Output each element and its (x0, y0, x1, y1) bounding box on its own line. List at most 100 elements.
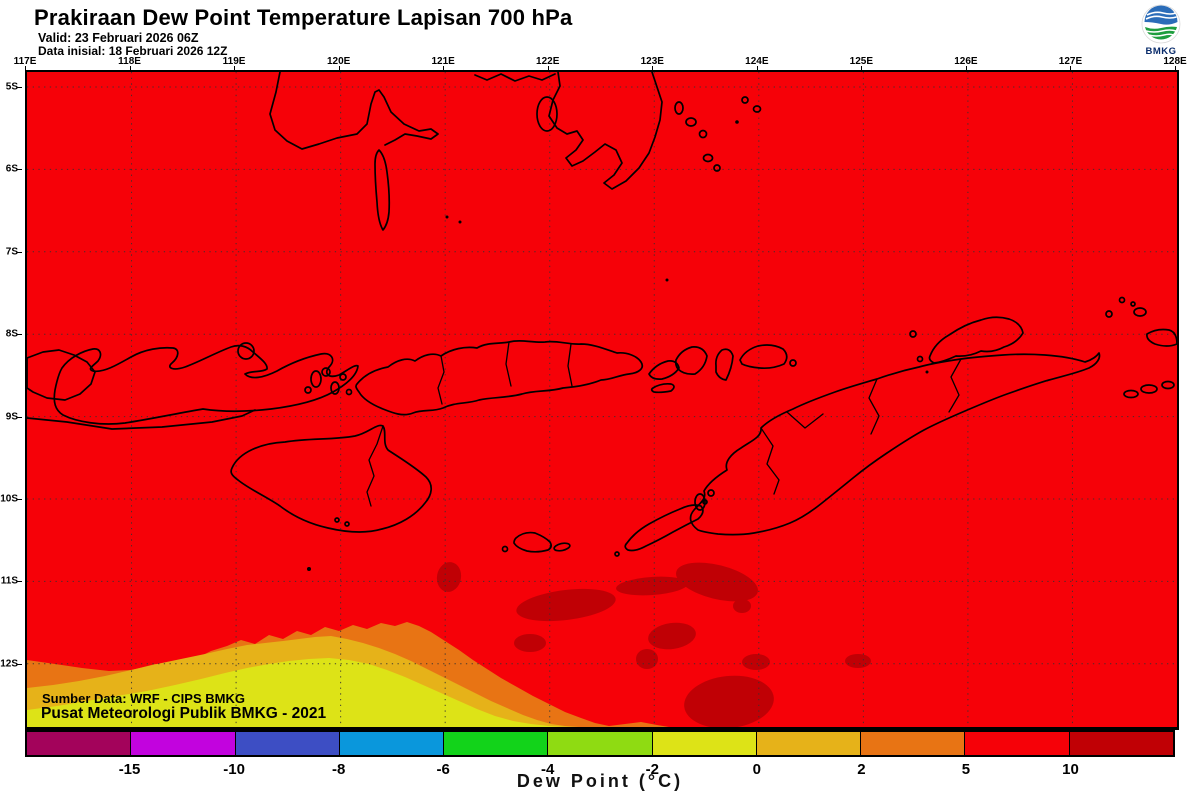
lon-tick-mark (547, 66, 549, 71)
colorbar-tick: -6 (436, 761, 450, 778)
dewpoint-high-blobs (436, 562, 871, 727)
lon-tick-mark (129, 66, 131, 71)
coast-solor-group (648, 346, 708, 394)
coast-flores (355, 340, 644, 416)
coast-kisar-group (1105, 296, 1147, 318)
lon-tick-mark (234, 66, 236, 71)
coast-se-sulawesi (548, 72, 663, 190)
coast-pantar (715, 348, 734, 381)
lon-tick-mark (652, 66, 654, 71)
lon-tick-label: 120E (326, 56, 351, 67)
colorbar-title: Dew Point (°C) (516, 771, 684, 791)
lon-tick-label: 121E (431, 56, 455, 67)
coast-island-oval (536, 96, 558, 132)
coast-sumbawa (53, 344, 359, 425)
colorbar-segment (861, 732, 966, 755)
dewpoint-field-red (27, 72, 1177, 727)
logo-wave-line-icon (1145, 29, 1177, 33)
colorbar-segment (548, 732, 653, 755)
coast-tambora-caldera (237, 342, 255, 360)
init-time-label: Data inisial: 18 Februari 2026 12Z (38, 44, 228, 58)
colorbar-segment (965, 732, 1070, 755)
colorbar-segment (131, 732, 236, 755)
coast-islets (307, 120, 929, 571)
lon-tick-mark (443, 66, 445, 71)
colorbar-tick: 5 (961, 761, 971, 778)
colorbar-tick-labels: -15 -10 -8 -6 -4 -2 0 2 5 10 (25, 761, 1175, 779)
lon-tick-label: 123E (640, 56, 664, 67)
coast-leti-moa (1123, 380, 1175, 399)
lat-tick-mark (17, 663, 22, 665)
colorbar-segment (1069, 732, 1173, 755)
lon-tick-label: 126E (954, 56, 978, 67)
colorbar-tick: 10 (1062, 761, 1079, 778)
colorbar-tick: 2 (857, 761, 866, 778)
map-canvas (27, 72, 1177, 727)
lon-tick-label: 122E (536, 56, 560, 67)
lon-tick-label: 127E (1058, 56, 1083, 67)
lat-tick-label: 12S (0, 658, 18, 670)
logo-wave-line2-icon (1148, 33, 1174, 37)
colorbar-segment (756, 732, 862, 755)
colorbar-segment (444, 732, 549, 755)
coast-islet-south-flores (553, 542, 571, 552)
lat-tick-label: 8S (5, 328, 18, 340)
colorbar-segment (339, 732, 445, 755)
lon-tick-mark (1070, 66, 1072, 71)
colorbar-segment (235, 732, 340, 755)
colorbar-tick: -15 (118, 761, 141, 778)
lat-tick-label: 10S (0, 493, 18, 505)
publisher-credit: Pusat Meteorologi Publik BMKG - 2021 (41, 705, 327, 722)
lon-tick-mark (338, 66, 340, 71)
lat-tick-mark (17, 87, 22, 88)
lon-tick-label: 117E (13, 56, 37, 67)
coast-west-sumbawa (27, 349, 96, 401)
colorbar-tick: -4 (541, 761, 555, 778)
lat-tick-mark (17, 581, 22, 583)
colorbar-segment (652, 732, 757, 755)
colorbar-segment (27, 732, 132, 755)
coast-south-shore (27, 409, 256, 430)
lat-tick-mark (17, 169, 22, 171)
lat-tick-mark (17, 334, 22, 336)
lat-tick-mark (17, 416, 22, 418)
coast-timor-boundaries (760, 358, 962, 495)
coast-semau (694, 493, 706, 511)
lon-tick-label: 125E (849, 56, 874, 67)
coast-top-edge (474, 73, 556, 82)
coastlines (27, 72, 1177, 571)
lon-tick-label: 119E (222, 56, 246, 67)
coast-right-edge-island (1146, 328, 1177, 347)
colorbar-tick: -10 (223, 761, 245, 778)
coast-komodo (304, 367, 353, 396)
lon-tick-label: 128E (1163, 56, 1187, 67)
lat-tick-label: 7S (5, 246, 18, 258)
forecast-map: Sumber Data: WRF - CIPS BMKG Pusat Meteo… (25, 70, 1179, 730)
coast-wakatobi (674, 96, 762, 172)
lon-tick-label: 118E (118, 56, 141, 67)
coast-sumba-boundary (366, 425, 384, 507)
logo-cloud-line-icon (1146, 11, 1176, 16)
coast-south-sulawesi (269, 72, 439, 150)
lon-tick-mark (756, 66, 758, 71)
lon-tick-mark (25, 66, 26, 71)
page-title: Prakiraan Dew Point Temperature Lapisan … (34, 5, 573, 30)
coast-wetar (928, 316, 1024, 364)
latitude-axis: 5S 6S 7S 8S 9S 10S 11S 12S (0, 72, 22, 727)
data-source-credit: Sumber Data: WRF - CIPS BMKG (42, 691, 245, 706)
coast-rote (624, 504, 704, 552)
lat-tick-label: 9S (5, 411, 18, 423)
lat-tick-mark (17, 251, 22, 253)
lat-tick-label: 11S (0, 575, 18, 587)
graticule (27, 72, 1177, 727)
coast-flores-boundaries (437, 341, 573, 405)
colorbar-tick: 0 (752, 761, 761, 778)
coast-sumba (230, 424, 432, 533)
colorbar-tick: -2 (645, 761, 659, 778)
longitude-axis: 117E 118E 119E 120E 121E 122E 123E 124E 125E 126E… (14, 56, 1187, 71)
logo-cloud-line2-icon (1145, 15, 1177, 20)
logo-text: BMKG (1145, 46, 1176, 57)
lon-tick-mark (965, 66, 967, 71)
lon-tick-mark (1175, 66, 1176, 71)
lon-tick-label: 124E (745, 56, 769, 67)
